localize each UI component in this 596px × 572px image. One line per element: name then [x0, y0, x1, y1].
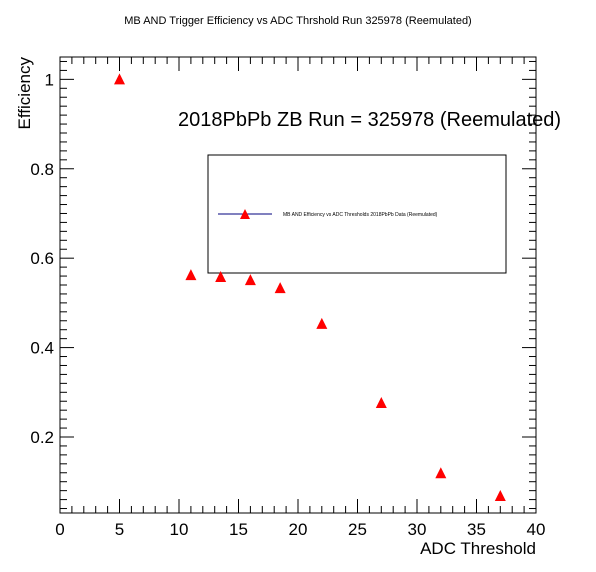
x-tick-label: 5 — [115, 520, 124, 539]
data-point — [375, 397, 387, 409]
y-axis-ticks — [60, 60, 536, 510]
x-tick-label: 10 — [170, 520, 189, 539]
data-point — [244, 274, 256, 286]
x-axis-label: ADC Threshold — [420, 539, 536, 558]
y-tick-label: 1 — [45, 70, 54, 89]
chart-annotation: 2018PbPb ZB Run = 325978 (Reemulated) — [178, 109, 561, 131]
x-axis-tick-labels: 0 5 10 15 20 25 30 35 40 — [55, 520, 545, 539]
x-tick-label: 25 — [348, 520, 367, 539]
x-tick-label: 40 — [527, 520, 546, 539]
data-point — [274, 282, 286, 294]
data-point — [435, 467, 447, 479]
legend-marker-sample — [240, 209, 250, 219]
y-tick-label: 0.6 — [30, 249, 54, 268]
y-tick-label: 0.2 — [30, 428, 54, 447]
x-tick-label: 20 — [289, 520, 308, 539]
y-tick-label: 0.8 — [30, 160, 54, 179]
x-axis-ticks — [59, 57, 537, 513]
data-point — [494, 490, 506, 502]
y-axis-label: Efficiency — [15, 57, 34, 130]
y-tick-label: 0.4 — [30, 339, 54, 358]
data-point — [185, 269, 197, 281]
data-point — [215, 270, 227, 282]
x-tick-label: 15 — [229, 520, 248, 539]
y-axis-tick-labels: 0.2 0.4 0.6 0.8 1 — [30, 70, 54, 447]
x-tick-label: 0 — [55, 520, 64, 539]
legend-entry-label: MB AND Efficiency vs ADC Thresholds 2018… — [283, 212, 438, 218]
x-tick-label: 30 — [408, 520, 427, 539]
x-tick-label: 35 — [467, 520, 486, 539]
data-point — [114, 73, 125, 85]
data-points — [114, 73, 506, 502]
legend: MB AND Efficiency vs ADC Thresholds 2018… — [207, 154, 507, 274]
data-point — [316, 317, 328, 329]
chart-title: MB AND Trigger Efficiency vs ADC Thrshol… — [124, 15, 471, 27]
